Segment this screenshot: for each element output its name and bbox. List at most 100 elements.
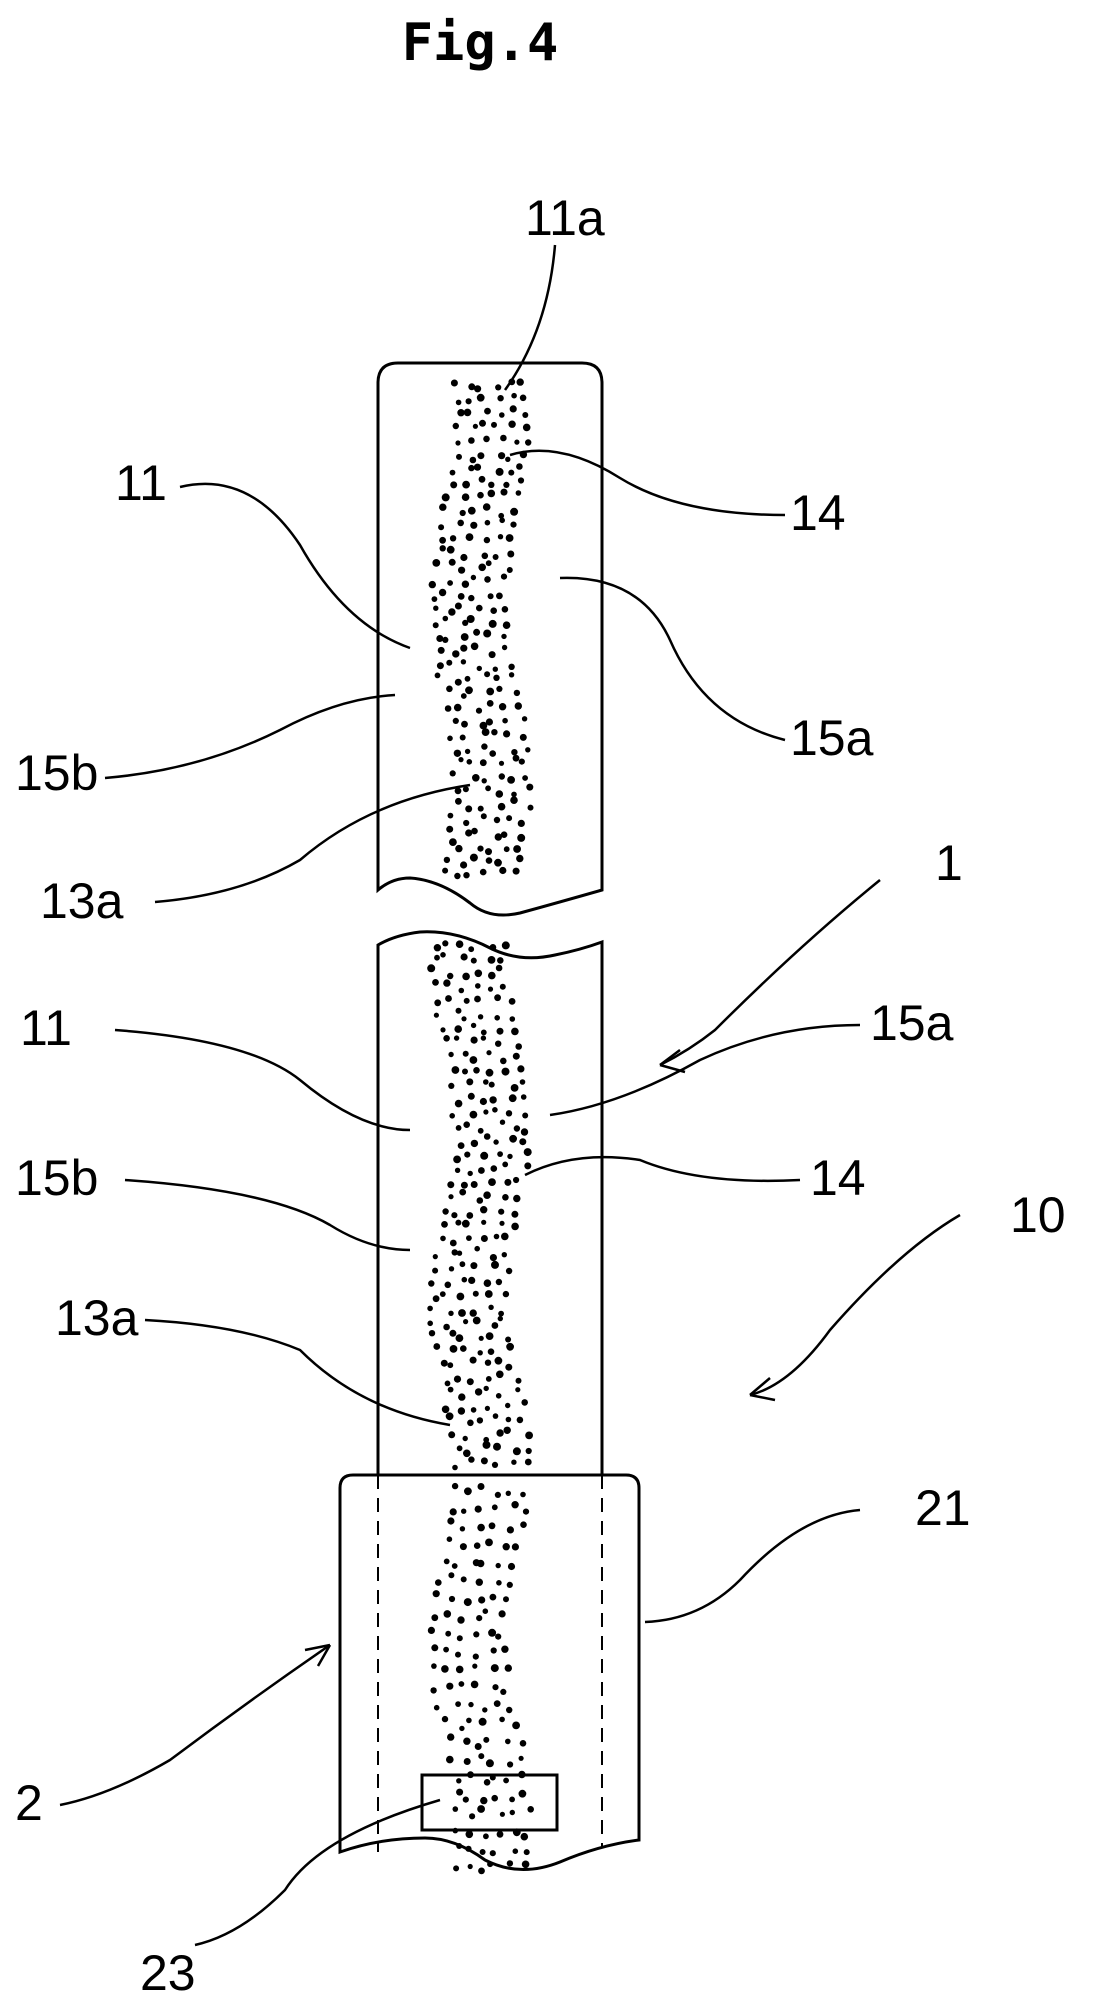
stipple-dot: [509, 1135, 517, 1143]
stipple-dot: [454, 1035, 459, 1040]
stipple-dot: [522, 1113, 528, 1119]
stipple-dot: [497, 957, 504, 964]
stipple-dot: [449, 1266, 454, 1271]
stipple-dot: [458, 1407, 465, 1414]
stipple-dot: [490, 1850, 496, 1856]
stipple-dot: [488, 1348, 495, 1355]
stipple-dot: [507, 551, 514, 558]
stipple-dot: [460, 861, 467, 868]
stipple-dot: [464, 1598, 472, 1606]
stipple-dot: [521, 1399, 528, 1406]
leader-11-mid: [115, 1030, 410, 1130]
stipple-dot: [455, 1652, 461, 1658]
stipple-dot: [470, 1111, 478, 1119]
stipple-dot: [496, 1580, 502, 1586]
stipple-dot: [477, 1417, 483, 1423]
stipple-dot: [526, 1448, 532, 1454]
stipple-dot: [468, 1702, 473, 1707]
stipple-dot: [464, 998, 470, 1004]
stipple-dot: [450, 470, 456, 476]
stipple-dot: [442, 1716, 448, 1722]
stipple-dot: [501, 1233, 509, 1241]
stipple-dot: [471, 1037, 478, 1044]
stipple-dot: [447, 1181, 454, 1188]
stipple-dot: [454, 1025, 462, 1033]
stipple-dot: [480, 869, 487, 876]
stipple-dot: [483, 1441, 491, 1449]
leader-15b-top: [105, 695, 395, 778]
stipple-dot: [488, 972, 496, 980]
stipple-dot: [444, 1559, 450, 1565]
stipple-dot: [494, 994, 501, 1001]
stipple-dot: [504, 1427, 511, 1434]
stipple-dot: [504, 1179, 511, 1186]
stipple-dot: [484, 1133, 491, 1140]
stipple-dot: [481, 813, 487, 819]
stipple-dot: [509, 672, 514, 677]
stipple-dot: [496, 1393, 502, 1399]
stipple-dot: [515, 1043, 522, 1050]
stipple-dot: [494, 1234, 500, 1240]
stipple-dot: [509, 1797, 515, 1803]
stipple-dot: [449, 1596, 455, 1602]
leader-21: [645, 1510, 860, 1622]
stipple-dot: [436, 635, 443, 642]
stipple-dot: [427, 1321, 433, 1327]
stipple-dot: [454, 704, 462, 712]
label-15b-mid: 15b: [15, 1150, 98, 1206]
stipple-dot: [466, 1718, 472, 1724]
stipple-dot: [444, 857, 450, 863]
label-10: 10: [1010, 1187, 1066, 1243]
stipple-dot: [526, 784, 533, 791]
stipple-dot: [477, 666, 482, 671]
stipple-dot: [468, 1864, 473, 1869]
stipple-dot: [491, 1664, 499, 1672]
stipple-dot: [496, 593, 503, 600]
stipple-dot: [433, 1590, 440, 1597]
stipple-dot: [505, 1337, 511, 1343]
stipple-dot: [432, 596, 438, 602]
stipple-dot: [463, 1738, 470, 1745]
label-13a-mid: 13a: [55, 1290, 139, 1346]
stipple-dot: [508, 421, 515, 428]
stipple-dot: [431, 1663, 437, 1669]
indicator-band-dots: [427, 378, 534, 1874]
stipple-dot: [470, 1262, 477, 1269]
stipple-dot: [523, 424, 531, 432]
label-11-top: 11: [115, 455, 167, 511]
stipple-dot: [486, 1759, 494, 1767]
stipple-dot: [496, 1429, 503, 1436]
stipple-dot: [446, 660, 452, 666]
stipple-dot: [503, 730, 510, 737]
stipple-dot: [478, 1167, 485, 1174]
stipple-dot: [463, 1450, 471, 1458]
stipple-dot: [446, 1412, 454, 1420]
leader-14-mid: [525, 1157, 800, 1181]
leader-10: [750, 1215, 960, 1395]
stipple-dot: [503, 1543, 510, 1550]
stipple-dot: [466, 533, 474, 541]
stipple-dot: [455, 1220, 461, 1226]
stipple-dot: [503, 482, 509, 488]
stipple-dot: [443, 1035, 450, 1042]
stipple-dot: [485, 1406, 490, 1411]
stipple-dot: [452, 1465, 458, 1471]
stipple-dot: [480, 759, 487, 766]
stipple-dot: [468, 1171, 473, 1176]
stipple-dot: [464, 1758, 471, 1765]
stipple-dot: [499, 518, 505, 524]
stipple-dot: [482, 728, 490, 736]
stipple-dot: [493, 675, 499, 681]
stipple-dot: [476, 1579, 483, 1586]
stipple-dot: [499, 412, 505, 418]
stipple-dot: [502, 718, 508, 724]
stipple-dot: [461, 1016, 466, 1021]
stipple-dot: [465, 805, 472, 812]
figure-title: Fig.4: [402, 13, 559, 73]
stipple-dot: [492, 1684, 498, 1690]
stipple-dot: [524, 1148, 532, 1156]
stipple-dot: [447, 1362, 453, 1368]
stipple-dot: [463, 1797, 469, 1803]
stipple-dot: [465, 676, 471, 682]
